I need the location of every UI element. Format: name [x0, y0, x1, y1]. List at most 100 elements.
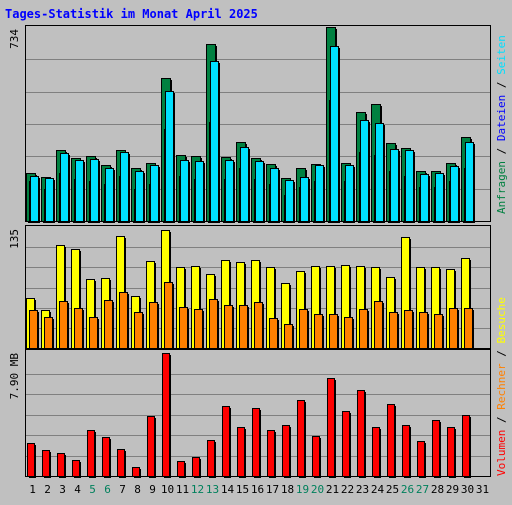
x-tick-label: 28 [431, 483, 444, 496]
bar-seiten-23 [360, 120, 370, 223]
bar-volumen-9 [147, 416, 156, 478]
bar-seiten-5 [90, 159, 100, 223]
legend: Anfragen / Dateien / Seiten Volumen / Rec… [495, 35, 508, 476]
x-axis-labels: 1 2 3 4 5 6 7 8 9 10 11 12 13 14 15 16 17 18 19 20 21 22 23 24 2… [29, 483, 489, 496]
legend-separator: / [495, 344, 508, 364]
bar-volumen-8 [132, 467, 141, 478]
bar-seiten-7 [120, 152, 130, 223]
bar-seiten-4 [75, 160, 85, 223]
x-tick-label: 23 [356, 483, 369, 496]
legend-text: Volumen / Rechner / Besuche [495, 297, 508, 476]
bar-rechner-26 [404, 310, 414, 350]
bar-rechner-28 [434, 314, 444, 350]
bar-rechner-17 [269, 318, 279, 350]
bar-seiten-14 [225, 160, 235, 223]
bar-rechner-7 [119, 292, 129, 350]
bar-volumen-14 [222, 406, 231, 478]
legend-item: Volumen [495, 430, 508, 476]
chart-title: Tages-Statistik im Monat April 2025 [5, 7, 258, 21]
bar-volumen-10 [162, 353, 171, 478]
bar-volumen-6 [102, 437, 111, 478]
bar-seiten-20 [315, 165, 325, 223]
legend-item: Dateien [495, 95, 508, 141]
bar-volumen-13 [207, 440, 216, 478]
x-tick-label: 31 [476, 483, 489, 496]
bar-volumen-11 [177, 461, 186, 478]
x-tick-label: 2 [44, 483, 51, 496]
x-tick-label: 20 [311, 483, 324, 496]
bar-rechner-3 [59, 301, 69, 350]
x-tick-label: 19 [296, 483, 309, 496]
bar-seiten-10 [165, 91, 175, 223]
bar-rechner-23 [359, 309, 369, 350]
bar-seiten-13 [210, 61, 220, 223]
x-tick-label: 10 [161, 483, 174, 496]
bar-volumen-3 [57, 453, 66, 478]
bar-seiten-16 [255, 161, 265, 223]
bar-seiten-19 [300, 177, 310, 223]
bar-rechner-21 [329, 314, 339, 350]
bar-volumen-29 [447, 427, 456, 478]
legend-separator: / [495, 75, 508, 95]
bar-volumen-30 [462, 415, 471, 478]
bar-rechner-9 [149, 302, 159, 350]
bar-volumen-16 [252, 408, 261, 478]
legend-item: Anfragen [495, 161, 508, 214]
bar-rechner-25 [389, 312, 399, 350]
x-tick-label: 8 [134, 483, 141, 496]
bar-seiten-22 [345, 165, 355, 223]
x-tick-label: 13 [206, 483, 219, 496]
bar-volumen-26 [402, 425, 411, 478]
x-tick-label: 24 [371, 483, 385, 496]
x-tick-label: 12 [191, 483, 204, 496]
bar-seiten-17 [270, 168, 280, 223]
bar-seiten-8 [135, 171, 145, 223]
bar-volumen-23 [357, 390, 366, 478]
bar-volumen-19 [297, 400, 306, 478]
bar-seiten-29 [450, 166, 460, 223]
bar-volumen-4 [72, 460, 81, 478]
bar-seiten-26 [405, 150, 415, 223]
panel-hits: 734 [8, 25, 491, 223]
legend-item: Rechner [495, 363, 508, 410]
bar-rechner-16 [254, 302, 264, 350]
bar-rechner-12 [194, 309, 204, 350]
x-tick-label: 27 [416, 483, 429, 496]
bar-seiten-24 [375, 123, 385, 223]
panel-visits-max-label: 135 [8, 229, 21, 249]
panel-visits: 135 [8, 225, 491, 350]
bar-rechner-29 [449, 308, 459, 350]
bar-volumen-2 [42, 450, 51, 478]
panel-volume: 7.90 MB [8, 349, 491, 478]
bar-rechner-20 [314, 314, 324, 350]
bar-volumen-18 [282, 425, 291, 478]
x-tick-label: 18 [281, 483, 294, 496]
bar-rechner-24 [374, 301, 384, 350]
legend-item: Seiten [495, 35, 508, 75]
bar-volumen-27 [417, 441, 426, 478]
bar-volumen-22 [342, 411, 351, 478]
bar-rechner-4 [74, 308, 84, 350]
bar-rechner-19 [299, 309, 309, 350]
x-tick-label: 16 [251, 483, 264, 496]
bar-rechner-22 [344, 317, 354, 350]
bar-seiten-18 [285, 180, 295, 223]
chart-panels: 734 135 7.90 MB [8, 25, 491, 478]
bar-volumen-17 [267, 430, 276, 478]
bar-seiten-21 [330, 46, 340, 223]
x-tick-label: 7 [119, 483, 126, 496]
x-tick-label: 1 [29, 483, 36, 496]
bar-seiten-15 [240, 147, 250, 223]
bar-seiten-28 [435, 173, 445, 223]
bar-volumen-1 [27, 443, 36, 478]
x-tick-label: 26 [401, 483, 414, 496]
bar-rechner-30 [464, 308, 474, 350]
bar-rechner-15 [239, 305, 249, 350]
x-tick-label: 9 [149, 483, 156, 496]
x-tick-label: 30 [461, 483, 474, 496]
bar-volumen-21 [327, 378, 336, 478]
bar-seiten-25 [390, 149, 400, 223]
bar-volumen-20 [312, 436, 321, 478]
